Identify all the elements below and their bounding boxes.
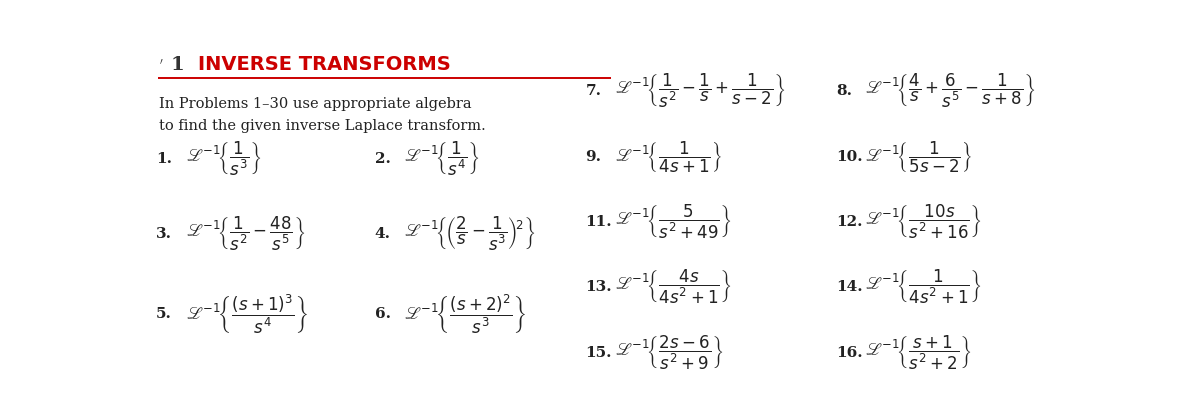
Text: 8.: 8. xyxy=(836,84,852,98)
Text: 9.: 9. xyxy=(586,150,601,164)
Text: 3.: 3. xyxy=(156,227,173,241)
Text: to find the given inverse Laplace transform.: to find the given inverse Laplace transf… xyxy=(160,119,486,133)
Text: INVERSE TRANSFORMS: INVERSE TRANSFORMS xyxy=(198,55,451,74)
Text: $\mathscr{L}^{-1}\!\left\{\dfrac{1}{s^3}\right\}$: $\mathscr{L}^{-1}\!\left\{\dfrac{1}{s^3}… xyxy=(186,140,262,178)
Text: 7.: 7. xyxy=(586,84,601,98)
Text: $\mathscr{L}^{-1}\!\left\{\dfrac{4s}{4s^2+1}\right\}$: $\mathscr{L}^{-1}\!\left\{\dfrac{4s}{4s^… xyxy=(616,267,732,306)
Text: $\mathscr{L}^{-1}\!\left\{\dfrac{(s+1)^3}{s^4}\right\}$: $\mathscr{L}^{-1}\!\left\{\dfrac{(s+1)^3… xyxy=(186,293,308,336)
Text: $\mathscr{L}^{-1}\!\left\{\dfrac{4}{s} + \dfrac{6}{s^5} - \dfrac{1}{s+8}\right\}: $\mathscr{L}^{-1}\!\left\{\dfrac{4}{s} +… xyxy=(865,72,1036,110)
Text: In Problems 1–30 use appropriate algebra: In Problems 1–30 use appropriate algebra xyxy=(160,97,472,111)
Text: $\mathscr{L}^{-1}\!\left\{\dfrac{10s}{s^2+16}\right\}$: $\mathscr{L}^{-1}\!\left\{\dfrac{10s}{s^… xyxy=(865,203,983,241)
Text: $\mathscr{L}^{-1}\!\left\{\dfrac{1}{5s-2}\right\}$: $\mathscr{L}^{-1}\!\left\{\dfrac{1}{5s-2… xyxy=(865,140,973,175)
Text: 10.: 10. xyxy=(836,150,863,164)
Text: $\mathscr{L}^{-1}\!\left\{\dfrac{2s-6}{s^2+9}\right\}$: $\mathscr{L}^{-1}\!\left\{\dfrac{2s-6}{s… xyxy=(616,334,724,372)
Text: $\mathscr{L}^{-1}\!\left\{\dfrac{5}{s^2+49}\right\}$: $\mathscr{L}^{-1}\!\left\{\dfrac{5}{s^2+… xyxy=(616,203,732,241)
Text: 15.: 15. xyxy=(586,346,612,360)
Text: $\mathscr{L}^{-1}\!\left\{\dfrac{1}{4s^2+1}\right\}$: $\mathscr{L}^{-1}\!\left\{\dfrac{1}{4s^2… xyxy=(865,267,983,306)
Text: $\mathscr{L}^{-1}\!\left\{\dfrac{1}{s^4}\right\}$: $\mathscr{L}^{-1}\!\left\{\dfrac{1}{s^4}… xyxy=(404,140,480,178)
Text: $\mathscr{L}^{-1}\!\left\{\dfrac{1}{s^2} - \dfrac{48}{s^5}\right\}$: $\mathscr{L}^{-1}\!\left\{\dfrac{1}{s^2}… xyxy=(186,215,305,253)
Text: 14.: 14. xyxy=(836,280,863,294)
Text: $\mathscr{L}^{-1}\!\left\{\dfrac{(s+2)^2}{s^3}\right\}$: $\mathscr{L}^{-1}\!\left\{\dfrac{(s+2)^2… xyxy=(404,293,527,336)
Text: $\mathscr{L}^{-1}\!\left\{\dfrac{1}{4s+1}\right\}$: $\mathscr{L}^{-1}\!\left\{\dfrac{1}{4s+1… xyxy=(616,140,722,175)
Text: $\mathscr{L}^{-1}\!\left\{\!\left(\dfrac{2}{s} - \dfrac{1}{s^3}\right)^{\!2}\rig: $\mathscr{L}^{-1}\!\left\{\!\left(\dfrac… xyxy=(404,215,536,253)
Text: 6.: 6. xyxy=(374,307,391,321)
Text: $^\prime$: $^\prime$ xyxy=(160,58,164,72)
Text: $\mathscr{L}^{-1}\!\left\{\dfrac{1}{s^2} - \dfrac{1}{s} + \dfrac{1}{s-2}\right\}: $\mathscr{L}^{-1}\!\left\{\dfrac{1}{s^2}… xyxy=(616,72,786,110)
Text: 11.: 11. xyxy=(586,215,612,229)
Text: 12.: 12. xyxy=(836,215,863,229)
Text: $\mathscr{L}^{-1}\!\left\{\dfrac{s+1}{s^2+2}\right\}$: $\mathscr{L}^{-1}\!\left\{\dfrac{s+1}{s^… xyxy=(865,334,972,372)
Text: 4.: 4. xyxy=(374,227,391,241)
Text: 16.: 16. xyxy=(836,346,863,360)
Text: 13.: 13. xyxy=(586,280,612,294)
Text: 1.: 1. xyxy=(156,152,173,166)
Text: 1: 1 xyxy=(170,56,184,74)
Text: 5.: 5. xyxy=(156,307,172,321)
Text: 2.: 2. xyxy=(374,152,391,166)
